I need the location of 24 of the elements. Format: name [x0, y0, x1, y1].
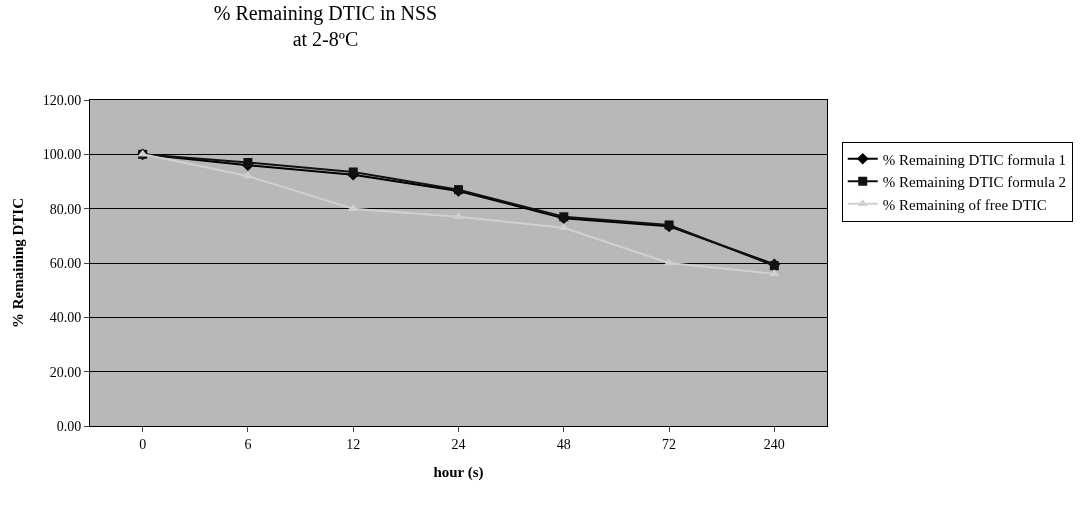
x-tick-label: 72 [662, 436, 677, 452]
x-tick-label: 48 [556, 436, 571, 452]
point [348, 167, 358, 177]
y-tick-label: 40.00 [49, 310, 82, 326]
legend-label: % Remaining of free DTIC [882, 196, 1047, 213]
y-tick-label: 0.00 [56, 418, 82, 434]
y-tick-label: 120.00 [42, 92, 82, 108]
point [769, 269, 780, 277]
legend-label: % Remaining DTIC formula 2 [882, 174, 1067, 191]
x-tick-label: 12 [346, 436, 361, 452]
x-tick-label: 6 [244, 436, 252, 452]
y-tick-label: 80.00 [49, 201, 82, 217]
y-axis-title: % Remaining DTIC [9, 197, 26, 329]
y-tick-label: 60.00 [49, 255, 82, 271]
y-tick-label: 20.00 [49, 364, 82, 380]
chart-title: % Remaining DTIC in NSS at 2-8ºC [213, 2, 438, 51]
x-tick-label: 0 [139, 436, 147, 452]
x-tick-label: 240 [763, 436, 785, 452]
legend-label: % Remaining DTIC formula 1 [882, 151, 1067, 168]
point [453, 212, 464, 220]
x-tick-label: 24 [451, 436, 466, 452]
x-axis-title: hour (s) [433, 463, 484, 481]
y-tick-label: 100.00 [42, 147, 82, 163]
point [243, 157, 253, 167]
